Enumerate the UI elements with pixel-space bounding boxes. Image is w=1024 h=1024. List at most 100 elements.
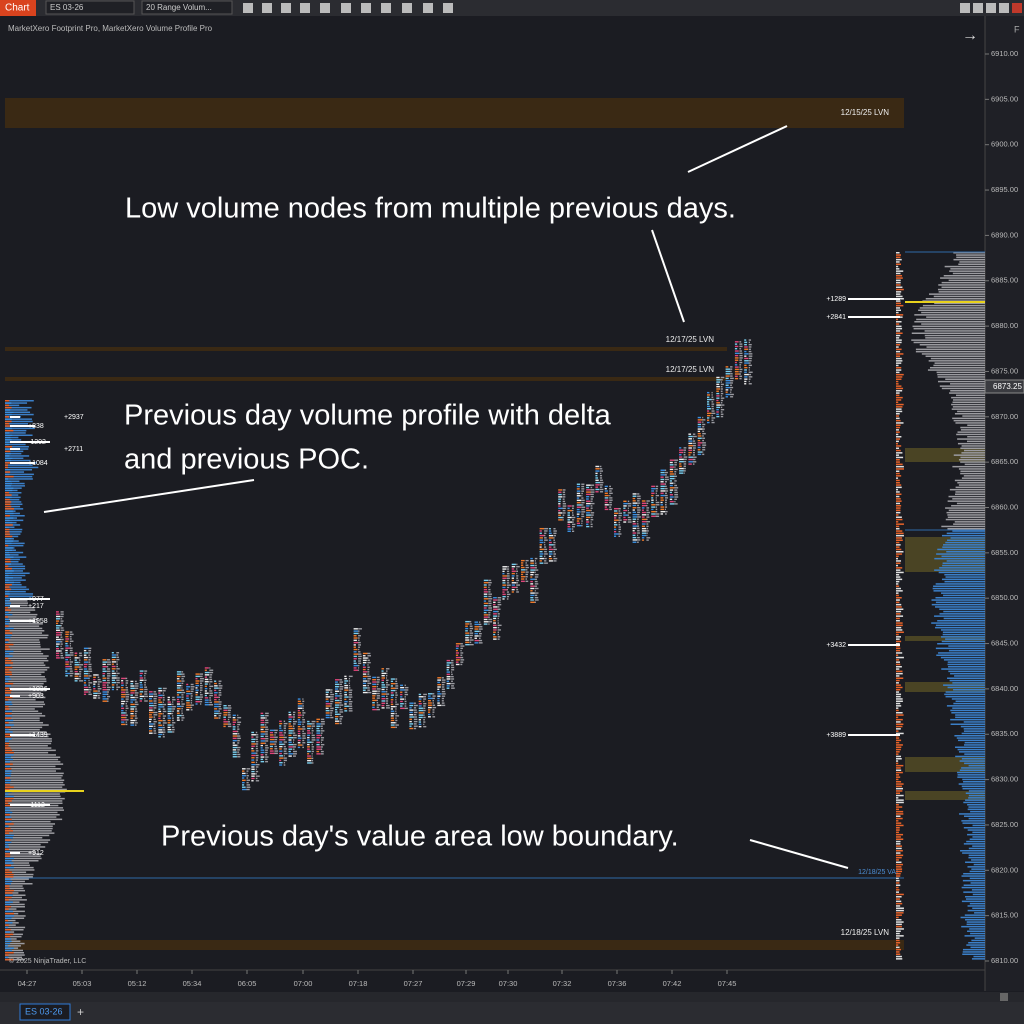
footprint-cell: [651, 490, 655, 492]
footprint-cell: [739, 359, 742, 361]
tool-icon[interactable]: [320, 3, 330, 13]
profile-delta: [5, 630, 10, 632]
window-button[interactable]: [960, 3, 970, 13]
footprint-cell: [335, 715, 339, 718]
footprint-cell: [660, 513, 664, 515]
footprint-cell: [441, 690, 446, 693]
tool-icon[interactable]: [361, 3, 371, 13]
profile-delta: [5, 926, 9, 929]
footprint-cell: [637, 497, 641, 500]
footprint-cell: [218, 694, 222, 696]
window-button[interactable]: [973, 3, 983, 13]
footprint-cell: [581, 495, 583, 497]
footprint-cell: [395, 680, 398, 683]
scroll-arrow[interactable]: →: [962, 27, 978, 44]
footprint-cell: [56, 657, 60, 659]
profile-bar: [5, 554, 19, 556]
footprint-cell: [190, 706, 193, 709]
tool-icon[interactable]: [300, 3, 310, 13]
tool-icon[interactable]: [243, 3, 253, 13]
profile-bar: [968, 847, 985, 850]
footprint-cell: [581, 497, 584, 499]
delta-label: +2937: [64, 414, 84, 421]
footprint-cell: [209, 678, 213, 681]
profile-delta: [896, 652, 903, 654]
profile-delta: [5, 735, 12, 738]
profile-delta: [896, 930, 901, 932]
profile-bar: [952, 707, 985, 709]
footprint-cell: [172, 717, 174, 719]
profile-bar: [958, 751, 985, 753]
footprint-cell: [655, 508, 658, 511]
instrument-select[interactable]: [45, 0, 135, 15]
footprint-cell: [102, 668, 106, 670]
footprint-cell: [358, 641, 361, 644]
footprint-cell: [283, 752, 288, 755]
footprint-cell: [162, 687, 167, 690]
footprint-cell: [200, 703, 202, 705]
footprint-cell: [367, 668, 370, 671]
footprint-cell: [134, 685, 139, 687]
instrument-tab[interactable]: [19, 1003, 71, 1021]
footprint-cell: [162, 733, 165, 736]
tool-icon[interactable]: [381, 3, 391, 13]
footprint-cell: [502, 572, 505, 575]
footprint-cell: [623, 507, 626, 509]
footprint-cell: [637, 527, 640, 530]
footprint-cell: [153, 704, 157, 707]
bar-type-select[interactable]: [141, 0, 233, 15]
footprint-cell: [702, 426, 705, 428]
footprint-cell: [102, 679, 106, 682]
footprint-cell: [107, 659, 111, 661]
tool-icon[interactable]: [402, 3, 412, 13]
footprint-cell: [200, 689, 203, 691]
footprint-cell: [688, 463, 692, 465]
tool-icon[interactable]: [262, 3, 272, 13]
tool-icon[interactable]: [423, 3, 433, 13]
footprint-cell: [56, 636, 59, 638]
footprint-cell: [74, 675, 79, 677]
profile-delta: [896, 523, 904, 525]
tool-icon[interactable]: [281, 3, 291, 13]
footprint-cell: [460, 647, 463, 650]
footprint-cell: [265, 731, 268, 733]
profile-bar: [954, 493, 985, 495]
profile-bar: [954, 413, 985, 415]
footprint-cell: [544, 553, 548, 555]
profile-bar: [5, 873, 34, 876]
window-button[interactable]: [999, 3, 1009, 13]
footprint-cell: [372, 685, 377, 688]
footprint-cell: [432, 709, 435, 711]
footprint-cell: [581, 506, 586, 508]
footprint-cell: [716, 397, 720, 399]
footprint-cell: [623, 512, 626, 514]
chart-tab[interactable]: [0, 0, 36, 16]
footprint-cell: [227, 716, 232, 718]
footprint-cell: [265, 754, 268, 756]
footprint-cell: [576, 497, 580, 499]
footprint-cell: [316, 723, 321, 725]
profile-delta: [5, 498, 10, 501]
footprint-cell: [534, 583, 539, 585]
scroll-thumb[interactable]: [1000, 993, 1008, 1001]
footprint-cell: [404, 700, 407, 703]
profile-bar: [963, 884, 985, 886]
footprint-cell: [186, 688, 189, 690]
profile-delta: [896, 392, 900, 394]
delta-label: +2841: [826, 314, 846, 321]
scrollbar[interactable]: [0, 992, 1024, 1002]
footprint-cell: [493, 633, 496, 636]
corner-label[interactable]: F: [1014, 24, 1020, 34]
profile-bar: [938, 380, 985, 383]
close-button[interactable]: [1012, 3, 1022, 13]
footprint-cell: [172, 722, 176, 724]
footprint-cell: [525, 578, 528, 580]
add-tab[interactable]: +: [77, 1005, 84, 1019]
tool-icon[interactable]: [443, 3, 453, 13]
footprint-cell: [107, 695, 111, 698]
footprint-cell: [60, 645, 62, 648]
footprint-cell: [121, 707, 125, 710]
window-button[interactable]: [986, 3, 996, 13]
tool-icon[interactable]: [341, 3, 351, 13]
footprint-cell: [586, 523, 589, 525]
